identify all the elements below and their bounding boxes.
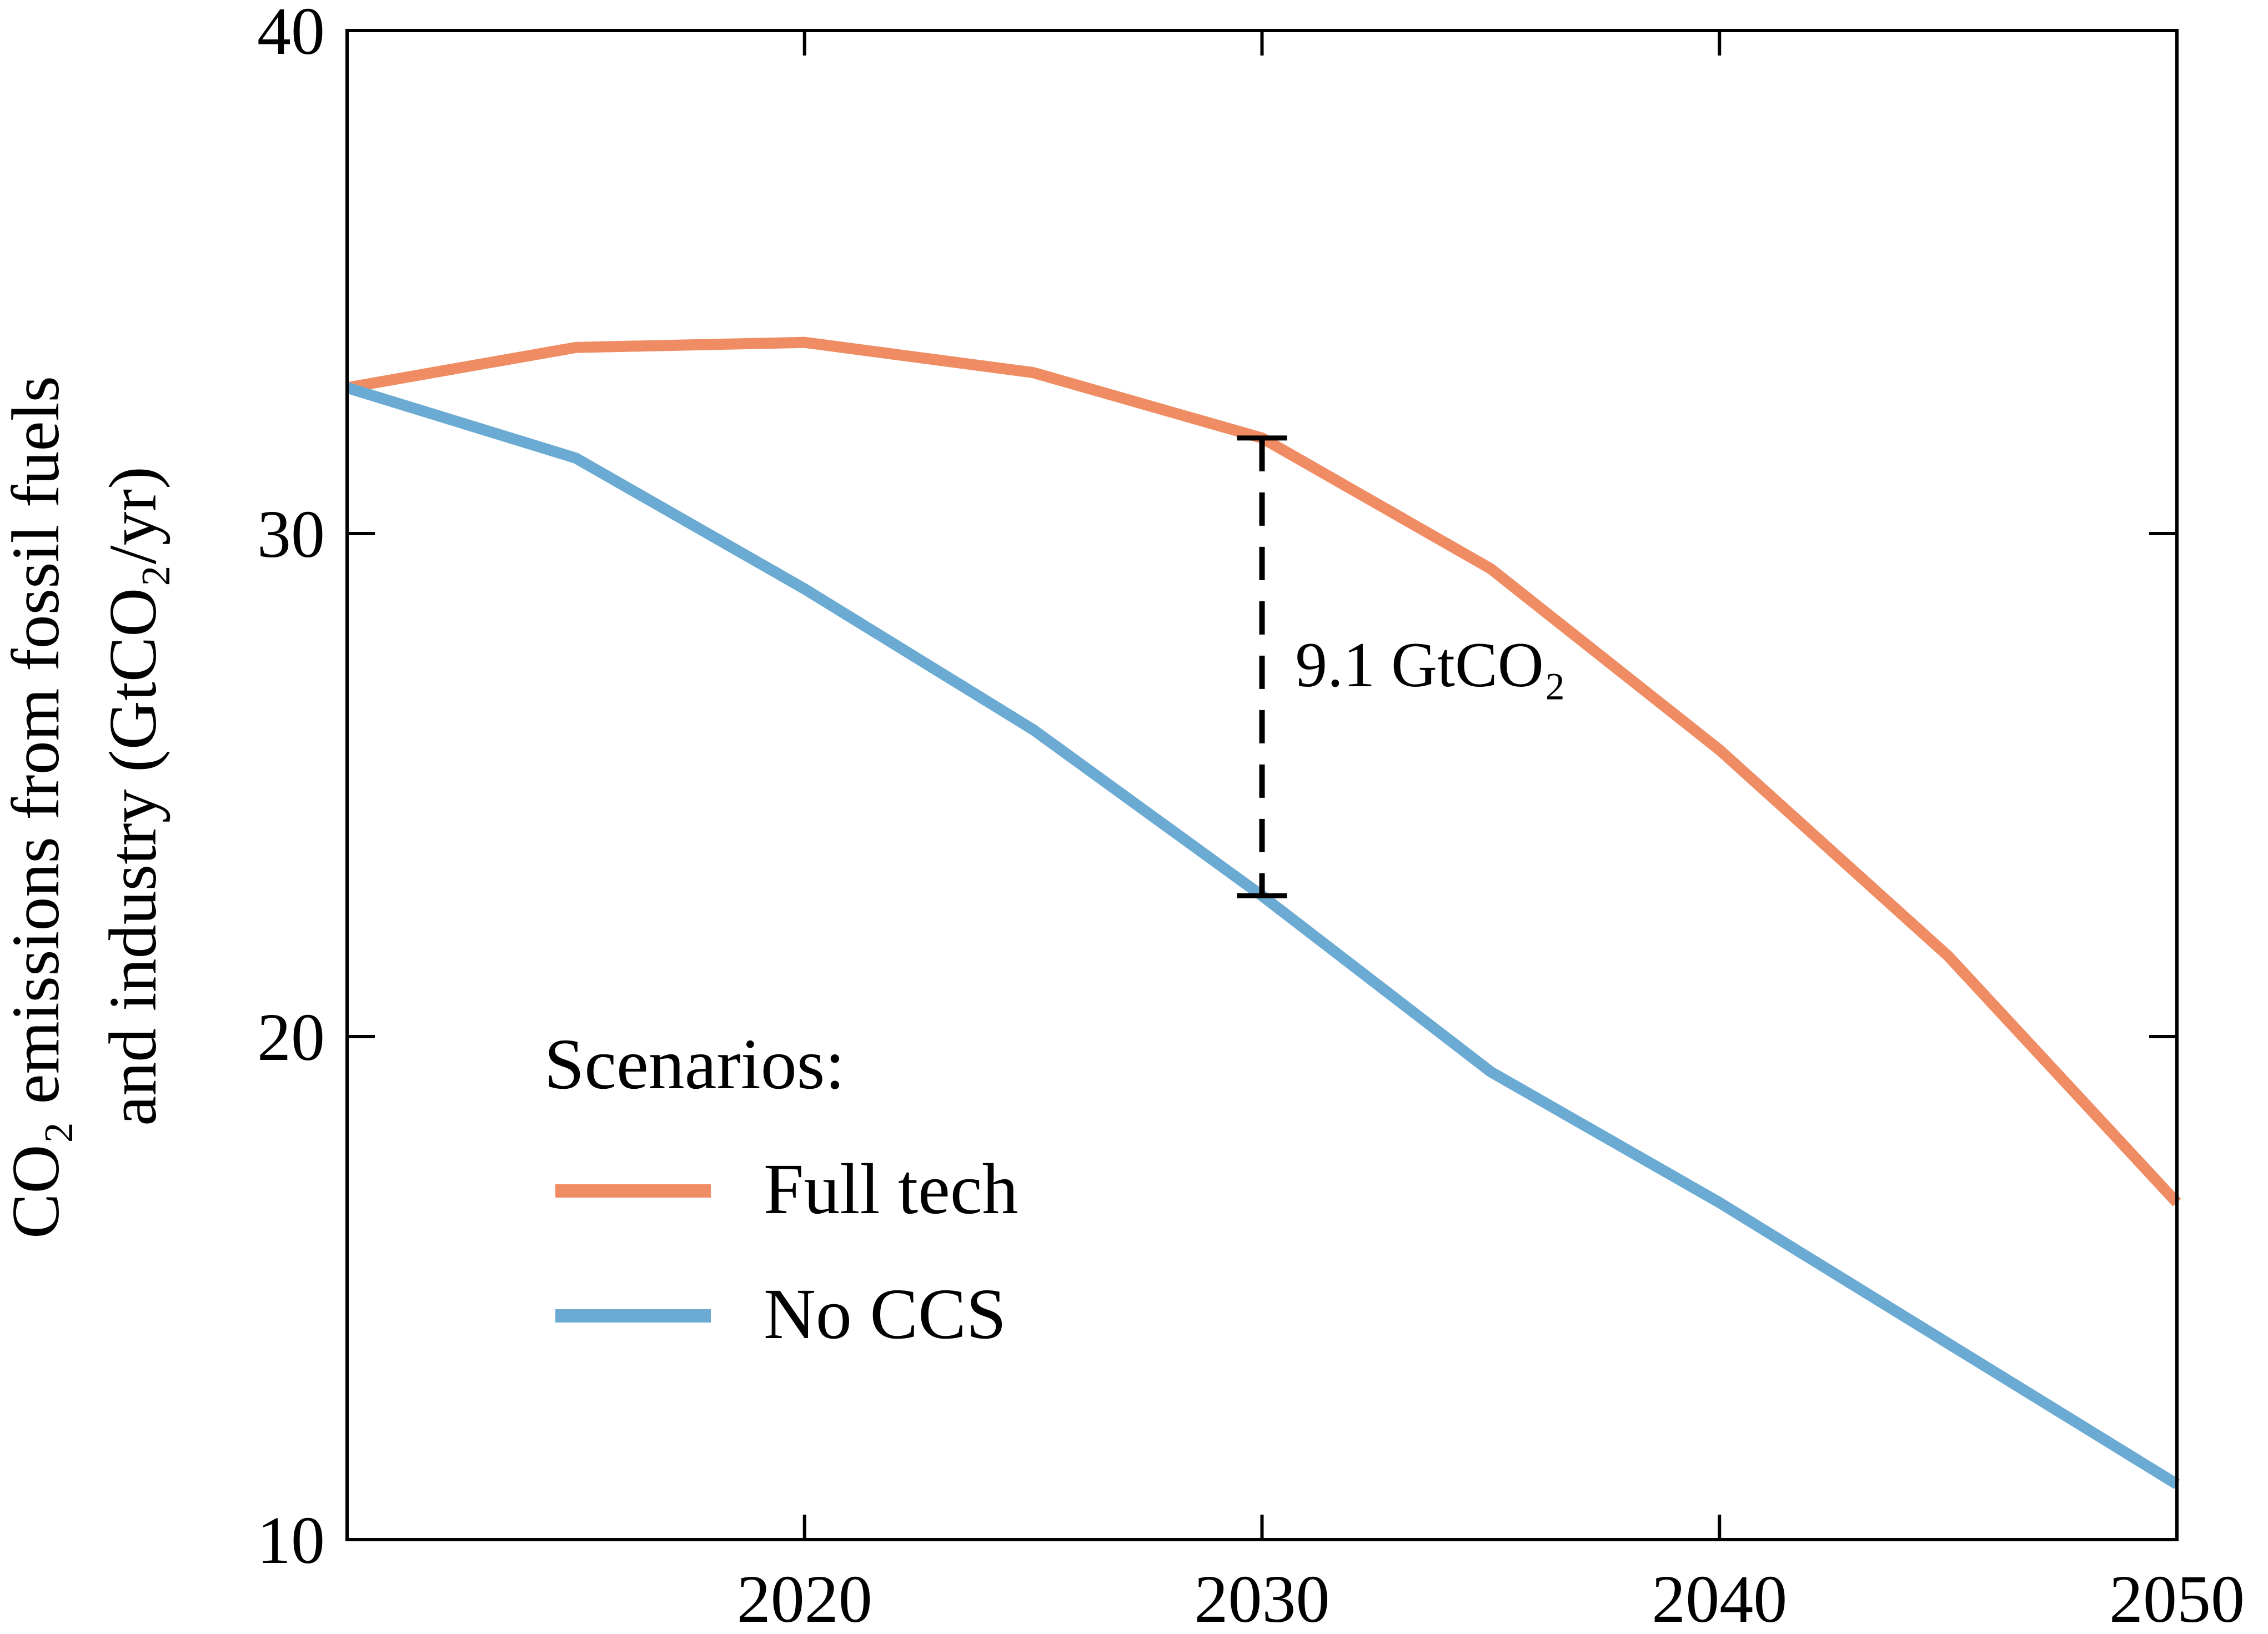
legend-label-full-tech: Full tech: [764, 1149, 1018, 1229]
annotation-label: 9.1 GtCO₂: [1296, 630, 1566, 700]
y-tick-label: 40: [257, 0, 325, 69]
x-tick-label: 2040: [1652, 1562, 1787, 1634]
y-tick-label: 20: [257, 1000, 325, 1075]
legend-title: Scenarios:: [544, 1024, 845, 1104]
y-axis-title-line1: CO₂ emissions from fossil fuels: [0, 376, 73, 1239]
legend-label-no-ccs: No CCS: [764, 1274, 1006, 1354]
y-tick-label: 10: [257, 1503, 325, 1578]
x-tick-label: 2020: [737, 1562, 872, 1634]
y-axis-title-line2: and industry (GtCO₂/yr): [96, 466, 170, 1126]
x-tick-label: 2030: [1195, 1562, 1330, 1634]
x-tick-label: 2050: [2109, 1562, 2245, 1634]
y-tick-label: 30: [257, 497, 325, 572]
